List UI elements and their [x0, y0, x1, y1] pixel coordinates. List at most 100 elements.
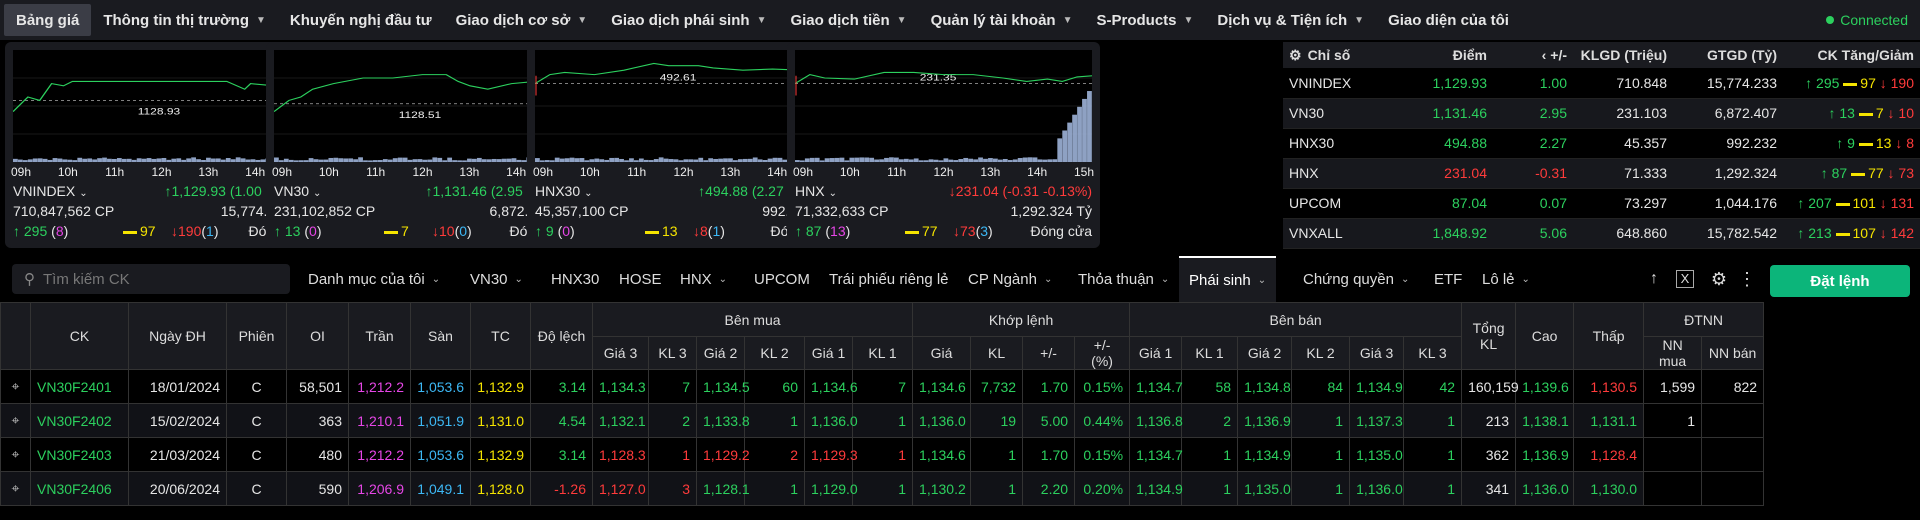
tab-6[interactable]: Trái phiếu riêng lẻ — [829, 256, 949, 302]
unchanged-count: 13 — [662, 223, 678, 239]
volume-bar — [669, 159, 674, 162]
pin-icon[interactable]: ⌖ — [1, 404, 31, 438]
summary-gtgd: 1,044.176 — [1673, 188, 1783, 218]
tab-3[interactable]: HOSE — [619, 256, 662, 302]
nav-item-4[interactable]: Giao dịch phái sinh ▼ — [599, 4, 778, 36]
chart-hnx[interactable]: 231.35 09h 10h 11h 12h 13h 14h 15h HNX ⌄ ↓231.04 (… — [787, 42, 1100, 248]
more-icon[interactable]: ⋮ — [1736, 268, 1758, 290]
summary-row[interactable]: VNINDEX 1,129.93 1.00 710.848 15,774.233 ↑ 29… — [1283, 68, 1920, 98]
bid3-vol: 7 — [649, 370, 697, 404]
arrow-up-icon[interactable]: ↑ — [1643, 268, 1665, 290]
chart-volume-row: 71,332,633 CP 1,292.324 Tỷ — [795, 203, 1092, 221]
nav-item-2[interactable]: Khuyến nghị đầu tư — [278, 4, 444, 36]
volume-bar — [688, 159, 693, 162]
gear-icon[interactable]: ⚙ — [1708, 268, 1730, 290]
unchanged-icon — [905, 231, 919, 234]
chevron-down-icon: ⌄ — [1044, 274, 1052, 285]
volume-bar — [378, 160, 383, 162]
summary-col-label: Chỉ số — [1308, 47, 1351, 63]
nav-item-1[interactable]: Thông tin thị trường ▼ — [91, 4, 278, 36]
volume-bar — [763, 160, 768, 162]
tab-10[interactable]: Chứng quyền ⌄ — [1303, 256, 1409, 302]
table-row[interactable]: ⌖ VN30F2402 15/02/2024 C 363 1,210.1 1,051.9 1,… — [1, 404, 1920, 438]
volume-bar — [919, 160, 924, 162]
summary-row[interactable]: VN30 1,131.46 2.95 231.103 6,872.407 ↑ 13 7 ↓… — [1283, 98, 1920, 128]
volume-bar — [1077, 107, 1082, 162]
index-name-label: HNX30 — [535, 183, 580, 199]
nav-item-3[interactable]: Giao dịch cơ sở ▼ — [444, 4, 600, 36]
table-row[interactable]: ⌖ VN30F2406 20/06/2024 C 590 1,206.9 1,049.1 1,… — [1, 472, 1920, 506]
volume-bar — [517, 160, 522, 162]
summary-row[interactable]: VNXALL 1,848.92 5.06 648.860 15,782.542 ↑ 213… — [1283, 218, 1920, 248]
pin-icon[interactable]: ⌖ — [1, 472, 31, 506]
tab-7[interactable]: CP Ngành ⌄ — [968, 256, 1052, 302]
table-row[interactable]: ⌖ VN30F2401 18/01/2024 C 58,501 1,212.2 1,053.… — [1, 370, 1920, 404]
excel-export-icon[interactable]: X — [1676, 270, 1694, 288]
pin-icon[interactable]: ⌖ — [1, 438, 31, 472]
volume-bar — [289, 160, 294, 162]
session-cell: C — [227, 370, 287, 404]
volume-bar — [968, 159, 973, 162]
summary-breadth: ↑ 87 77 ↓ 73 — [1783, 158, 1920, 188]
tab-0[interactable]: Danh mục của tôi ⌄ — [308, 256, 440, 302]
match-vol: 7,732 — [971, 370, 1023, 404]
index-name[interactable]: HNX ⌄ — [795, 183, 837, 199]
volume-bar — [231, 159, 236, 162]
volume-bar — [13, 159, 18, 162]
volume-bar — [251, 159, 256, 162]
tab-12[interactable]: Lô lẻ ⌄ — [1482, 256, 1530, 302]
bid2-vol: 1 — [745, 472, 805, 506]
tab-label: CP Ngành — [968, 271, 1037, 288]
volume-bar — [87, 158, 92, 162]
sort-icon[interactable]: ‹ — [1542, 47, 1547, 63]
summary-row[interactable]: HNX30 494.88 2.27 45.357 992.232 ↑ 9 13 ↓ 8 — [1283, 128, 1920, 158]
nav-item-8[interactable]: Dịch vụ & Tiện ích ▼ — [1205, 4, 1376, 36]
nav-item-9[interactable]: Giao diện của tôi — [1376, 4, 1521, 36]
index-name[interactable]: VNINDEX ⌄ — [13, 183, 88, 199]
volume-bar — [909, 159, 914, 162]
tab-8[interactable]: Thỏa thuận ⌄ — [1078, 256, 1169, 302]
index-name[interactable]: HNX30 ⌄ — [535, 183, 593, 199]
volume-bar — [279, 160, 284, 162]
gear-icon[interactable]: ⚙ — [1289, 47, 1302, 63]
col-header-sell: Bên bán — [1130, 303, 1462, 337]
chevron-down-icon: ▼ — [757, 15, 767, 26]
hour-tick: 14h — [506, 165, 526, 179]
volume-bar — [28, 159, 33, 162]
ask1-vol: 1 — [1182, 472, 1238, 506]
nav-item-label: Giao dịch tiền — [790, 12, 889, 29]
bid1-price: 1,129.0 — [805, 472, 853, 506]
low-cell: 1,130.0 — [1574, 472, 1644, 506]
hour-tick: 09h — [272, 165, 292, 179]
nav-item-5[interactable]: Giao dịch tiền ▼ — [778, 4, 918, 36]
volume-bar — [442, 160, 447, 162]
summary-row[interactable]: HNX 231.04 -0.31 71.333 1,292.324 ↑ 87 77 ↓ 7… — [1283, 158, 1920, 188]
search-icon: ⚲ — [24, 270, 35, 288]
pin-icon[interactable]: ⌖ — [1, 370, 31, 404]
tab-4[interactable]: HNX ⌄ — [680, 256, 727, 302]
summary-row[interactable]: UPCOM 87.04 0.07 73.297 1,044.176 ↑ 207 101 ↓… — [1283, 188, 1920, 218]
tab-1[interactable]: VN30 ⌄ — [470, 256, 523, 302]
search-box[interactable]: ⚲ — [12, 264, 290, 294]
nav-item-7[interactable]: S-Products ▼ — [1085, 4, 1206, 36]
index-name[interactable]: VN30 ⌄ — [274, 183, 321, 199]
table-row[interactable]: ⌖ VN30F2403 21/03/2024 C 480 1,212.2 1,053.6 1,… — [1, 438, 1920, 472]
bid2-vol: 1 — [745, 404, 805, 438]
place-order-button[interactable]: Đặt lệnh — [1770, 265, 1910, 297]
volume-bar — [487, 159, 492, 162]
hour-tick: 12h — [412, 165, 432, 179]
tab-2[interactable]: HNX30 — [551, 256, 599, 302]
volume-bar — [368, 160, 373, 162]
summary-change: 0.07 — [1493, 188, 1573, 218]
col-header-low: Thấp — [1574, 303, 1644, 370]
tab-9[interactable]: Phái sinh ⌄ — [1179, 256, 1276, 302]
volume-bar — [934, 160, 939, 162]
nav-item-label: Dịch vụ & Tiện ích — [1217, 12, 1347, 29]
tab-5[interactable]: UPCOM — [754, 256, 810, 302]
volume-bar — [492, 159, 497, 162]
nav-item-0[interactable]: Bảng giá — [4, 4, 91, 36]
nav-item-6[interactable]: Quản lý tài khoản ▼ — [919, 4, 1085, 36]
tab-11[interactable]: ETF — [1434, 256, 1462, 302]
volume-bar — [181, 160, 186, 162]
search-input[interactable] — [43, 271, 263, 288]
